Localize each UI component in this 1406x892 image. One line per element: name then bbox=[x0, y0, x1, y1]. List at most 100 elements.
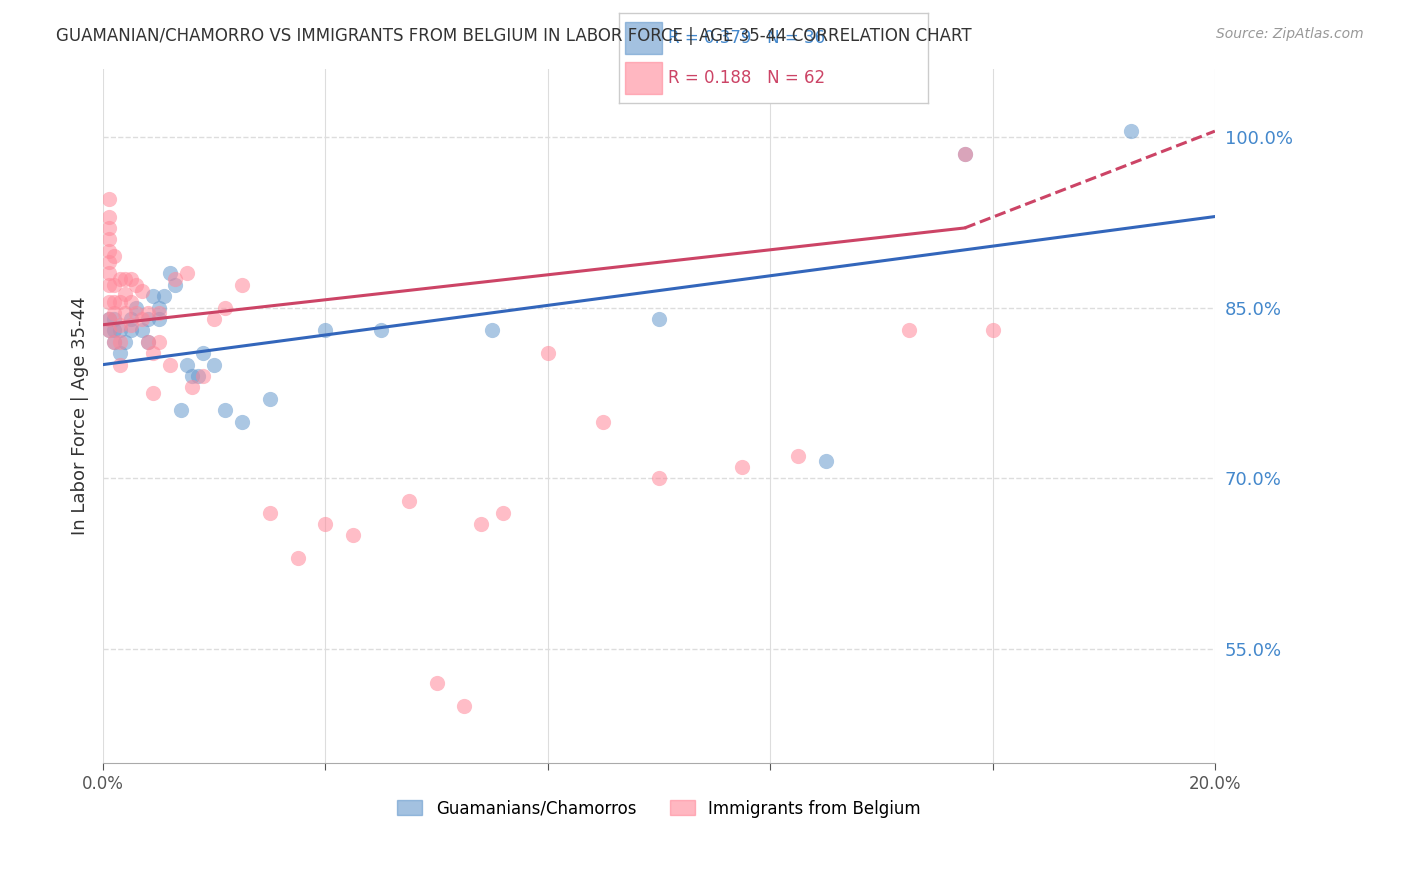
Legend: Guamanians/Chamorros, Immigrants from Belgium: Guamanians/Chamorros, Immigrants from Be… bbox=[391, 793, 927, 824]
Point bbox=[170, 403, 193, 417]
Point bbox=[136, 334, 159, 349]
Point bbox=[120, 295, 142, 310]
Point bbox=[214, 301, 236, 315]
Point bbox=[97, 267, 120, 281]
Point bbox=[214, 403, 236, 417]
Point bbox=[136, 334, 159, 349]
Point bbox=[142, 386, 165, 401]
Point bbox=[97, 232, 120, 246]
Point bbox=[953, 147, 976, 161]
Point bbox=[103, 277, 125, 292]
Point bbox=[259, 392, 281, 406]
Point bbox=[131, 323, 153, 337]
Point bbox=[108, 346, 131, 360]
Point bbox=[159, 358, 181, 372]
Point bbox=[202, 358, 225, 372]
Point bbox=[231, 277, 253, 292]
Bar bbox=[624, 22, 662, 54]
Point bbox=[470, 516, 492, 531]
Point bbox=[108, 358, 131, 372]
Text: Source: ZipAtlas.com: Source: ZipAtlas.com bbox=[1216, 27, 1364, 41]
Point bbox=[120, 272, 142, 286]
Point bbox=[148, 312, 170, 326]
Point bbox=[131, 284, 153, 298]
Point bbox=[114, 287, 136, 301]
Point bbox=[103, 306, 125, 320]
Point bbox=[953, 147, 976, 161]
Point bbox=[97, 312, 120, 326]
Point bbox=[202, 312, 225, 326]
Point bbox=[787, 449, 810, 463]
Point bbox=[814, 454, 837, 468]
Point bbox=[165, 277, 187, 292]
Point bbox=[103, 323, 125, 337]
Point bbox=[165, 272, 187, 286]
Point bbox=[97, 255, 120, 269]
Point bbox=[97, 244, 120, 258]
Point bbox=[176, 267, 198, 281]
Point bbox=[103, 295, 125, 310]
Point bbox=[287, 551, 309, 566]
Point bbox=[97, 323, 120, 337]
Point bbox=[181, 368, 204, 383]
Point bbox=[97, 323, 120, 337]
Point bbox=[648, 471, 671, 485]
Point bbox=[259, 506, 281, 520]
Text: R = 0.379   N = 36: R = 0.379 N = 36 bbox=[668, 29, 825, 47]
Point bbox=[103, 334, 125, 349]
Point bbox=[342, 528, 364, 542]
Text: R = 0.188   N = 62: R = 0.188 N = 62 bbox=[668, 69, 825, 87]
Point bbox=[114, 334, 136, 349]
Point bbox=[148, 334, 170, 349]
Point bbox=[108, 318, 131, 332]
Point bbox=[108, 323, 131, 337]
Point bbox=[181, 380, 204, 394]
Point bbox=[136, 306, 159, 320]
Point bbox=[103, 312, 125, 326]
Point bbox=[136, 312, 159, 326]
Point bbox=[492, 506, 515, 520]
Point bbox=[97, 210, 120, 224]
Point bbox=[97, 193, 120, 207]
Point bbox=[103, 249, 125, 263]
Point bbox=[125, 306, 148, 320]
Point bbox=[193, 346, 215, 360]
Point bbox=[97, 221, 120, 235]
Point bbox=[108, 272, 131, 286]
Point bbox=[231, 415, 253, 429]
Point bbox=[103, 334, 125, 349]
Point bbox=[148, 301, 170, 315]
Point bbox=[731, 460, 754, 475]
Point bbox=[97, 295, 120, 310]
Point bbox=[131, 312, 153, 326]
Text: GUAMANIAN/CHAMORRO VS IMMIGRANTS FROM BELGIUM IN LABOR FORCE | AGE 35-44 CORRELA: GUAMANIAN/CHAMORRO VS IMMIGRANTS FROM BE… bbox=[56, 27, 972, 45]
Point bbox=[120, 318, 142, 332]
Point bbox=[142, 346, 165, 360]
Point bbox=[142, 289, 165, 303]
Point bbox=[453, 699, 475, 714]
Point bbox=[398, 494, 420, 508]
Point bbox=[176, 358, 198, 372]
Point bbox=[148, 306, 170, 320]
Point bbox=[97, 277, 120, 292]
Point bbox=[125, 277, 148, 292]
Point bbox=[108, 334, 131, 349]
Point bbox=[125, 301, 148, 315]
Point bbox=[159, 267, 181, 281]
Point bbox=[120, 312, 142, 326]
Point bbox=[1121, 124, 1143, 138]
Y-axis label: In Labor Force | Age 35-44: In Labor Force | Age 35-44 bbox=[72, 296, 89, 535]
Bar bbox=[624, 62, 662, 94]
Point bbox=[648, 312, 671, 326]
Point bbox=[108, 295, 131, 310]
Point bbox=[898, 323, 921, 337]
Point bbox=[426, 676, 449, 690]
Point bbox=[481, 323, 503, 337]
Point bbox=[370, 323, 392, 337]
Point bbox=[114, 306, 136, 320]
Point bbox=[592, 415, 614, 429]
Point bbox=[97, 312, 120, 326]
Point bbox=[537, 346, 560, 360]
Point bbox=[193, 368, 215, 383]
Point bbox=[314, 516, 336, 531]
